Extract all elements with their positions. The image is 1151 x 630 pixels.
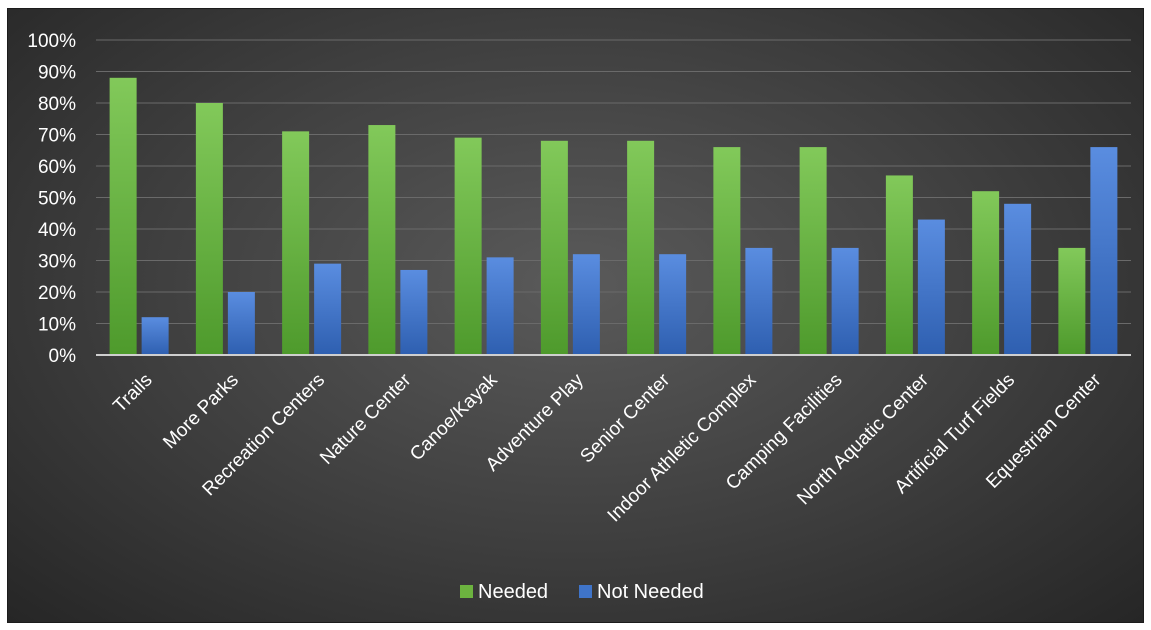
y-axis-tick-labels: 0% 10% 20% 30% 40% 50% 60% 70% 80% 90% 100% [27, 31, 76, 367]
bar-not-needed [1004, 203, 1032, 355]
bar-needed [1058, 247, 1086, 355]
x-tick-label: Canoe/Kayak [406, 369, 502, 465]
y-tick-label: 90% [38, 63, 76, 84]
bar-needed [195, 103, 223, 355]
bar-needed [713, 147, 741, 355]
bar-not-needed [314, 263, 342, 355]
bar-needed [799, 147, 827, 355]
y-tick-label: 70% [38, 126, 76, 147]
x-tick-label: Nature Center [316, 369, 416, 469]
y-tick-label: 60% [38, 157, 76, 178]
bars [109, 77, 1118, 356]
x-tick-label: More Parks [159, 370, 243, 454]
bar-not-needed [486, 257, 514, 355]
legend-label: Not Needed [597, 581, 704, 603]
bar-not-needed [572, 254, 600, 355]
bar-needed [109, 77, 137, 356]
bar-chart: 0% 10% 20% 30% 40% 50% 60% 70% 80% 90% 100% Trails… [27, 31, 1131, 603]
legend-swatch-not-needed [579, 585, 592, 598]
bar-not-needed [917, 219, 945, 355]
bar-needed [454, 137, 482, 355]
x-tick-label: Senior Center [576, 369, 674, 467]
bar-needed [368, 125, 396, 355]
bar-not-needed [141, 317, 169, 355]
bar-not-needed [227, 292, 255, 355]
x-tick-label: Indoor Athletic Complex [604, 369, 761, 526]
chart-area: 0% 10% 20% 30% 40% 50% 60% 70% 80% 90% 100% Trails… [7, 8, 1144, 623]
y-tick-label: 100% [27, 31, 76, 52]
legend-swatch-needed [460, 585, 473, 598]
bar-needed [282, 131, 310, 355]
y-tick-label: 80% [38, 94, 76, 115]
legend: Needed Not Needed [460, 581, 704, 603]
bar-needed [627, 140, 655, 355]
bar-not-needed [831, 247, 859, 355]
legend-label: Needed [478, 581, 548, 603]
y-tick-label: 20% [38, 283, 76, 304]
bar-needed [540, 140, 568, 355]
y-tick-label: 10% [38, 315, 76, 336]
bar-not-needed [400, 269, 428, 355]
y-tick-label: 30% [38, 252, 76, 273]
bar-not-needed [745, 247, 773, 355]
gridlines [96, 39, 1131, 324]
bar-not-needed [659, 254, 687, 355]
x-tick-label: Trails [109, 370, 156, 417]
y-tick-label: 40% [38, 220, 76, 241]
bar-needed [972, 191, 1000, 355]
y-tick-label: 0% [49, 346, 77, 367]
bar-not-needed [1090, 147, 1118, 355]
y-tick-label: 50% [38, 189, 76, 210]
bar-needed [885, 175, 913, 355]
